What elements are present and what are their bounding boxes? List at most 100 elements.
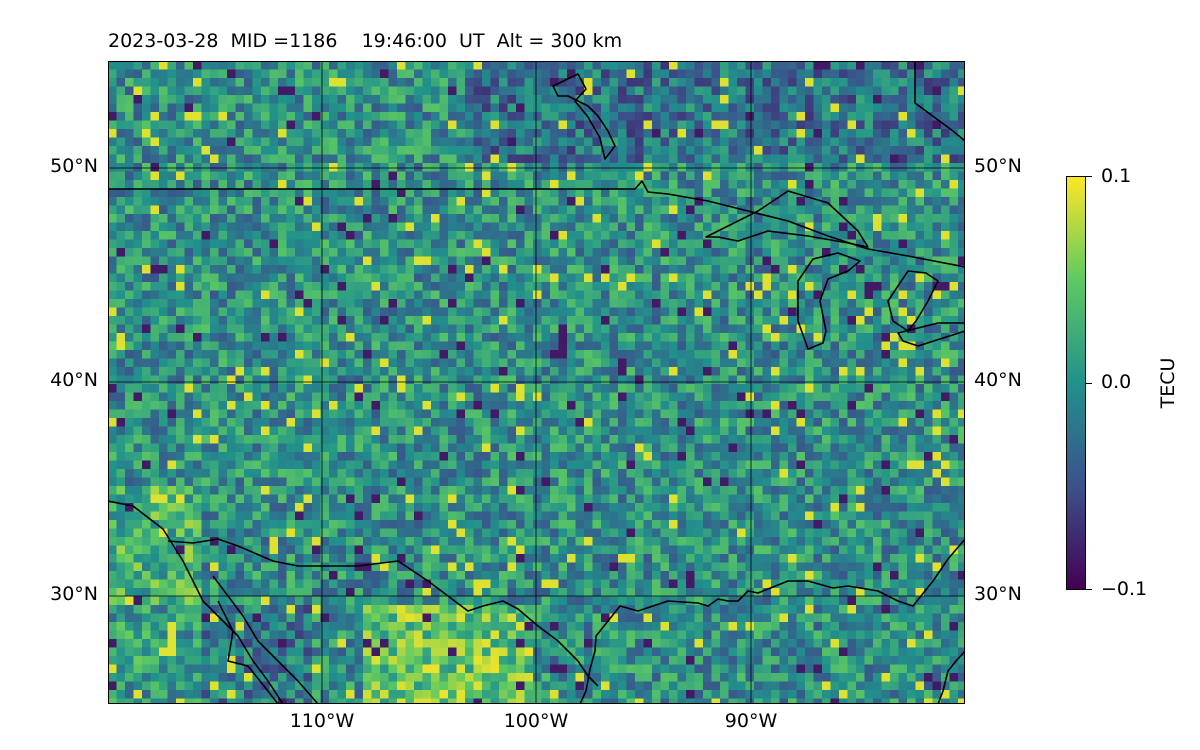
tec-cell — [779, 214, 789, 223]
tec-cell — [958, 146, 965, 155]
tec-cell — [235, 435, 245, 444]
tec-cell — [856, 95, 865, 104]
tec-cell — [422, 299, 432, 308]
tec-cell — [159, 256, 168, 266]
tec-cell — [133, 350, 143, 359]
tec-cell — [533, 409, 542, 419]
tec-cell — [609, 214, 619, 223]
tec-cell — [388, 341, 398, 351]
tec-cell — [958, 86, 965, 96]
tec-cell — [584, 290, 593, 300]
tec-cell — [635, 231, 644, 240]
tec-cell — [754, 103, 763, 113]
tec-cell — [337, 188, 347, 198]
tec-cell — [754, 460, 763, 470]
tec-cell — [822, 265, 831, 274]
tec-cell — [864, 435, 874, 444]
tec-cell — [431, 239, 440, 249]
tec-cell — [898, 316, 908, 325]
tec-cell — [796, 239, 806, 249]
tec-cell — [278, 469, 287, 478]
tec-cell — [167, 452, 177, 461]
tec-cell — [473, 171, 483, 181]
tec-cell — [184, 409, 194, 419]
tec-cell — [567, 78, 576, 87]
tec-cell — [601, 265, 610, 274]
tec-cell — [227, 299, 236, 308]
tec-cell — [193, 103, 202, 113]
tec-cell — [788, 367, 797, 376]
tec-cell — [354, 350, 364, 359]
tec-cell — [762, 452, 772, 461]
tec-cell — [558, 222, 568, 232]
tec-cell — [652, 197, 661, 206]
tec-cell — [184, 95, 194, 104]
tec-cell — [618, 103, 627, 113]
tec-cell — [448, 103, 457, 113]
tec-cell — [856, 129, 865, 138]
tec-cell — [541, 103, 551, 113]
tec-cell — [465, 273, 474, 283]
tec-cell — [116, 324, 126, 334]
tec-cell — [745, 86, 755, 96]
tec-cell — [745, 163, 755, 172]
tec-cell — [856, 316, 865, 325]
tec-cell — [856, 154, 865, 164]
tec-cell — [193, 95, 202, 104]
tec-cell — [907, 61, 916, 70]
tec-cell — [312, 443, 321, 453]
tec-cell — [609, 350, 619, 359]
tec-cell — [660, 358, 670, 368]
tec-cell — [881, 307, 891, 317]
tec-cell — [932, 401, 942, 410]
tec-cell — [388, 205, 398, 215]
tec-cell — [805, 137, 814, 147]
tec-cell — [473, 426, 483, 436]
tec-cell — [218, 443, 228, 453]
tec-cell — [422, 231, 432, 240]
tec-cell — [329, 112, 338, 121]
tec-cell — [159, 222, 168, 232]
tec-cell — [754, 256, 763, 266]
tec-cell — [958, 197, 965, 206]
tec-cell — [244, 205, 253, 215]
tec-cell — [924, 129, 933, 138]
tec-cell — [218, 435, 228, 444]
tec-cell — [371, 324, 381, 334]
tec-cell — [711, 86, 721, 96]
tec-cell — [669, 146, 678, 155]
tec-cell — [575, 290, 585, 300]
tec-cell — [312, 69, 321, 79]
tec-cell — [524, 248, 534, 257]
tec-cell — [354, 205, 364, 215]
tec-cell — [244, 452, 253, 461]
tec-cell — [150, 358, 160, 368]
tec-cell — [499, 443, 508, 453]
tec-cell — [448, 273, 457, 283]
tec-cell — [864, 384, 874, 393]
tec-cell — [473, 350, 483, 359]
tec-cell — [388, 324, 398, 334]
tec-cell — [907, 367, 916, 376]
tec-cell — [813, 188, 823, 198]
tec-cell — [448, 154, 457, 164]
tec-cell — [575, 214, 585, 223]
tec-cell — [796, 282, 806, 291]
tec-cell — [924, 120, 933, 130]
tec-cell — [584, 180, 593, 189]
tec-cell — [584, 307, 593, 317]
tec-cell — [380, 273, 389, 283]
tec-cell — [244, 409, 253, 419]
tec-cell — [592, 452, 602, 461]
tec-cell — [499, 120, 508, 130]
tec-cell — [830, 290, 840, 300]
tec-cell — [201, 299, 211, 308]
tec-cell — [813, 401, 823, 410]
tec-cell — [448, 78, 457, 87]
tec-cell — [422, 384, 432, 393]
tec-cell — [422, 460, 432, 470]
plot-title: 2023-03-28 MID =1186 19:46:00 UT Alt = 3… — [108, 30, 623, 52]
tec-cell — [550, 324, 559, 334]
tec-cell — [754, 239, 763, 249]
tec-cell — [278, 61, 287, 70]
